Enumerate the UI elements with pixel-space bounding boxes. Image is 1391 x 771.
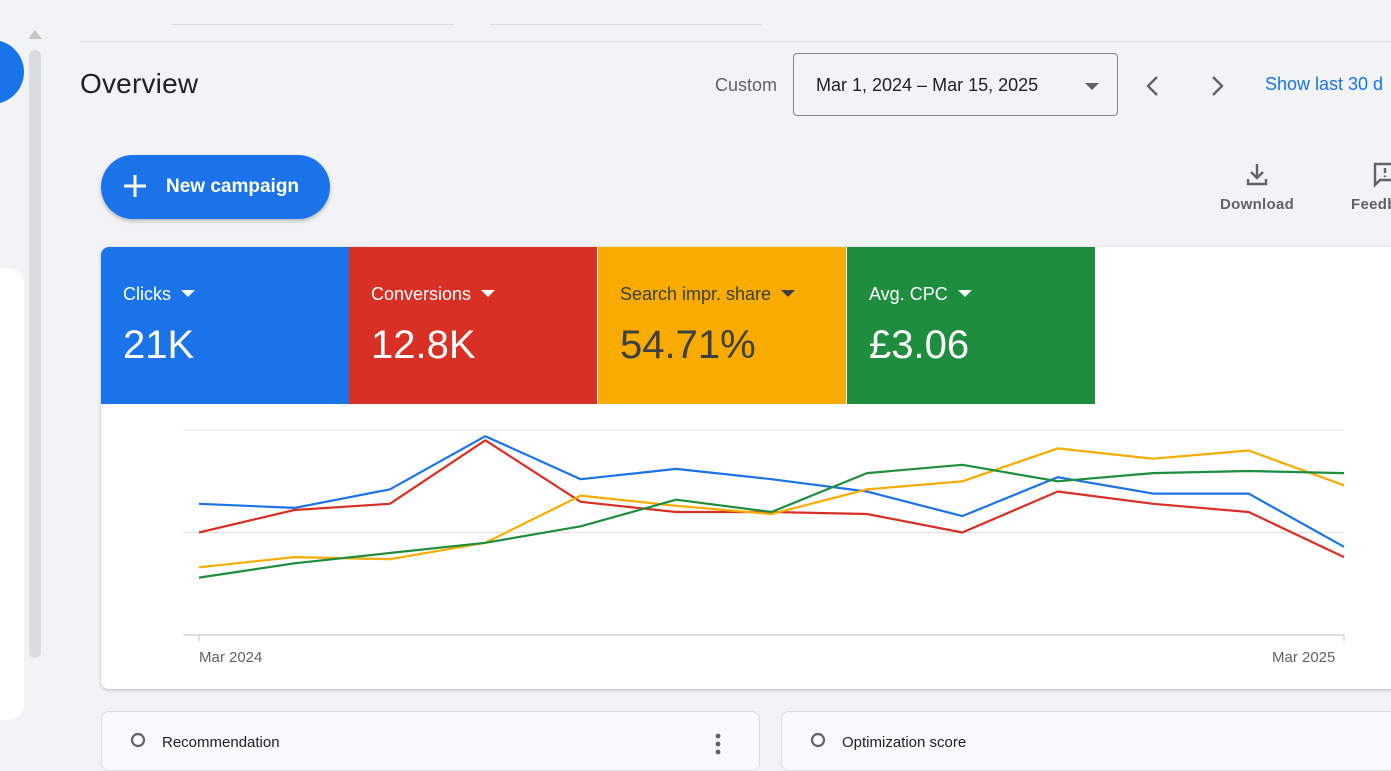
metric-name: Clicks bbox=[123, 284, 195, 305]
series-line-0 bbox=[198, 435, 1345, 548]
new-campaign-label: New campaign bbox=[166, 176, 300, 197]
download-button[interactable]: Download bbox=[1220, 160, 1294, 213]
next-period-button[interactable] bbox=[1197, 66, 1237, 106]
lightbulb-icon bbox=[130, 732, 146, 748]
dropdown-caret-icon bbox=[181, 289, 195, 297]
metric-value: £3.06 bbox=[869, 323, 970, 367]
score-icon bbox=[810, 732, 826, 748]
recommendation-label: Recommendation bbox=[162, 734, 280, 751]
optimization-score-card[interactable]: Optimization score bbox=[781, 711, 1391, 771]
dropdown-caret-icon bbox=[957, 289, 972, 297]
feedback-button[interactable]: Feedb bbox=[1351, 160, 1391, 213]
recommendation-card[interactable]: Recommendation bbox=[101, 711, 760, 771]
metric-value: 54.71% bbox=[620, 323, 756, 367]
nav-rail-panel bbox=[0, 268, 24, 720]
dropdown-caret-icon bbox=[1085, 83, 1099, 90]
dropdown-caret-icon bbox=[781, 289, 796, 297]
header-divider bbox=[80, 41, 1391, 42]
dropdown-caret-icon bbox=[481, 289, 496, 297]
download-label: Download bbox=[1220, 196, 1295, 213]
feedback-label: Feedb bbox=[1351, 196, 1391, 213]
optimization-score-label: Optimization score bbox=[842, 734, 967, 751]
metric-value: 21K bbox=[123, 323, 195, 367]
performance-line-chart bbox=[183, 429, 1345, 641]
tab-divider bbox=[490, 24, 762, 25]
feedback-icon bbox=[1373, 162, 1391, 188]
metric-tile-avg-cpc[interactable]: Avg. CPC £3.06 bbox=[847, 247, 1095, 404]
metric-name: Conversions bbox=[371, 284, 496, 305]
metric-name: Avg. CPC bbox=[869, 284, 972, 305]
x-tick-label-start: Mar 2024 bbox=[199, 649, 263, 666]
chevron-left-icon bbox=[1146, 76, 1158, 96]
metric-tile-conversions[interactable]: Conversions 12.8K bbox=[349, 247, 597, 404]
chevron-right-icon bbox=[1212, 76, 1224, 96]
series-line-3 bbox=[198, 463, 1345, 579]
plus-icon bbox=[124, 175, 146, 197]
show-last-30-days-link[interactable]: Show last 30 d bbox=[1265, 74, 1384, 94]
metric-value: 12.8K bbox=[371, 323, 476, 367]
scrollbar-thumb[interactable] bbox=[29, 50, 41, 658]
metric-tile-clicks[interactable]: Clicks 21K bbox=[101, 247, 349, 404]
new-campaign-button[interactable]: New campaign bbox=[101, 155, 330, 219]
performance-card: Clicks 21K Conversions 12.8K Search impr… bbox=[101, 247, 1391, 689]
date-range-select[interactable]: Mar 1, 2024 – Mar 15, 2025 bbox=[793, 53, 1118, 116]
scrollbar[interactable] bbox=[29, 50, 41, 658]
metric-tile-search-impr-share[interactable]: Search impr. share 54.71% bbox=[598, 247, 846, 404]
date-range-type-label: Custom bbox=[715, 75, 778, 95]
scroll-up-arrow-icon[interactable] bbox=[28, 30, 42, 39]
page-title: Overview bbox=[80, 68, 199, 99]
x-tick-label-end: Mar 2025 bbox=[1272, 649, 1336, 666]
metric-name: Search impr. share bbox=[620, 284, 796, 305]
nav-rail-active-item[interactable] bbox=[0, 40, 24, 104]
tab-divider bbox=[172, 24, 454, 25]
download-icon bbox=[1246, 164, 1268, 186]
date-range-value: Mar 1, 2024 – Mar 15, 2025 bbox=[816, 75, 1039, 95]
previous-period-button[interactable] bbox=[1133, 66, 1173, 106]
series-line-2 bbox=[198, 447, 1345, 569]
more-vert-icon[interactable] bbox=[710, 732, 726, 756]
